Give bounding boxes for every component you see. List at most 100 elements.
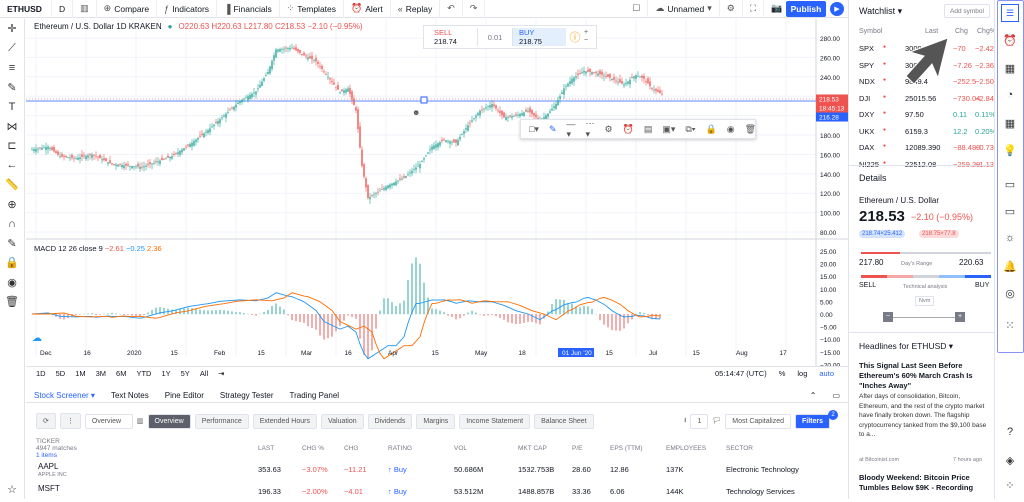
scale-option[interactable]: auto [819,369,834,378]
column-header[interactable]: EMPLOYEES [666,445,706,452]
chart-style-button[interactable]: ▥ [73,0,97,18]
watchlist-row[interactable]: DJI●25015.56−730.04−2.84% [859,94,991,108]
lightbulb-icon[interactable]: ☼ [1001,229,1019,247]
bottom-tab[interactable]: Strategy Tester [212,391,282,400]
column-header[interactable]: CHG [344,445,358,452]
utc-clock[interactable]: 05:14:47 (UTC) [715,369,767,378]
interval-select[interactable]: 1 [690,414,708,429]
watchlist-row[interactable]: DAX●12089.390−88.480−0.73% [859,143,991,157]
bottom-tab[interactable]: Text Notes [103,391,157,400]
flag-icon[interactable]: 🏳 [712,417,721,425]
redo-button[interactable]: ↷ [463,0,486,18]
headlines-title[interactable]: Headlines for ETHUSD ▾ [859,341,953,352]
more-button[interactable]: ⋮ [60,413,81,429]
line-style-icon[interactable]: —▾ [567,119,576,140]
cell-rating[interactable]: ↑ Buy [388,487,407,496]
help-icon[interactable]: ? [1001,423,1019,441]
line-color-icon[interactable]: ✎ [549,124,557,135]
pattern-icon[interactable]: ⋈ [2,117,22,137]
alarm-icon[interactable]: ⏰ [623,124,634,135]
broadcast-icon[interactable]: ◎ [1001,284,1019,302]
calendar-icon[interactable]: ▦ [1001,114,1019,132]
screener-tab[interactable]: Overview [148,414,191,429]
undo-button[interactable]: ↶ [440,0,463,18]
trash-icon[interactable]: 🗑 [745,124,756,135]
range-button[interactable]: 6M [116,369,126,378]
gear-icon[interactable]: ⚙ [605,124,613,135]
visual-order-icon[interactable]: ▣▾ [662,124,675,135]
ticker-header[interactable]: TICKER [36,438,60,445]
line-handle[interactable] [421,97,427,103]
clone-icon[interactable]: ⧉▾ [685,124,695,135]
range-button[interactable]: 1M [75,369,85,378]
watchlist-icon[interactable]: ☰ [1001,4,1019,22]
screener-tab[interactable]: Income Statement [459,414,530,429]
bell-icon[interactable]: 🔔 [1001,257,1019,275]
trash-icon[interactable]: 🗑 [2,292,22,312]
headline-link[interactable]: Bloody Weekend: Bitcoin Price Tumbles Be… [859,473,991,493]
bottom-tab[interactable]: Trading Panel [282,391,348,400]
publish-button[interactable]: Publish [786,1,826,17]
price-chart[interactable]: 280.00260.00240.00220.00200.00180.00160.… [26,19,848,366]
info-icon[interactable]: ⓘ [566,29,584,45]
lock-icon[interactable]: 🔒 [2,253,22,273]
symbol-search[interactable]: ETHUSD [0,0,52,18]
bottom-tab[interactable]: Pine Editor [157,391,212,400]
ruler-icon[interactable]: 📏 [2,175,22,195]
watchlist-column[interactable]: Chg [955,28,968,35]
financials-button[interactable]: ▐Financials [217,0,280,18]
layout-name[interactable]: ☁Unnamed▾ [648,0,719,18]
line-width-icon[interactable]: ⋯▾ [586,118,595,140]
lock-icon[interactable]: 🔒 [706,124,717,135]
columns-icon[interactable]: ▥ [137,417,144,425]
compare-button[interactable]: ⊕Compare [97,0,158,18]
fib-icon[interactable]: ≡ [2,58,22,78]
range-button[interactable]: 3M [96,369,106,378]
fullscreen-button[interactable]: ⛶ [743,0,764,18]
watchlist-title[interactable]: Watchlist ▾ [859,6,902,17]
chat-icon[interactable]: ▭ [1001,175,1019,193]
range-button[interactable]: All [200,369,208,378]
collapse-icon[interactable]: ⌃ [802,391,825,400]
template-icon[interactable]: ▤ [644,124,653,135]
ticker-symbol[interactable]: MSFT [38,484,60,493]
column-header[interactable]: P/E [572,445,582,452]
layers-icon[interactable]: ◈ [1001,451,1019,469]
screener-tab[interactable]: Balance Sheet [534,414,594,429]
grid-icon[interactable]: ⁙ [1001,316,1019,334]
arrow-left-icon[interactable]: ← [2,156,22,176]
column-header[interactable]: LAST [258,445,274,452]
trendline-icon[interactable]: ⟋ [2,39,22,59]
fill-icon[interactable]: □▾ [529,124,539,135]
column-header[interactable]: EPS (TTM) [610,445,643,452]
download-icon[interactable]: ⭳ [684,416,686,427]
alert-button[interactable]: ⏰Alert [344,0,391,18]
hotlist-icon[interactable]: ◔ [1001,86,1019,104]
goto-date-icon[interactable]: ⇥ [218,369,224,378]
range-button[interactable]: 5D [56,369,66,378]
messages-icon[interactable]: ▭ [1001,202,1019,220]
lock-drawing-icon[interactable]: ✎ [2,234,22,254]
apps-icon[interactable]: ⁘ [1001,476,1019,494]
screener-tab[interactable]: Margins [416,414,455,429]
screener-tab[interactable]: Extended Hours [253,414,317,429]
watchlist-row[interactable]: NI225●22512.08−259.29−1.13% [859,160,991,174]
eye-icon[interactable]: ◉ [727,124,735,135]
screener-tab[interactable]: Performance [195,414,249,429]
screener-tab[interactable]: Dividends [368,414,413,429]
ideas-icon[interactable]: 💡 [1001,141,1019,159]
range-button[interactable]: 1D [36,369,46,378]
interval-button[interactable]: D [52,0,73,18]
alarm-icon[interactable]: ⏰ [1001,31,1019,49]
watchlist-column[interactable]: Symbol [859,28,882,35]
sort-select[interactable]: Most Capitalized [725,414,791,429]
brush-icon[interactable]: ✎ [2,78,22,98]
maximize-icon[interactable]: ▭ [824,391,848,400]
refresh-button[interactable]: ⟳ [36,413,56,429]
column-header[interactable]: RATING [388,445,412,452]
